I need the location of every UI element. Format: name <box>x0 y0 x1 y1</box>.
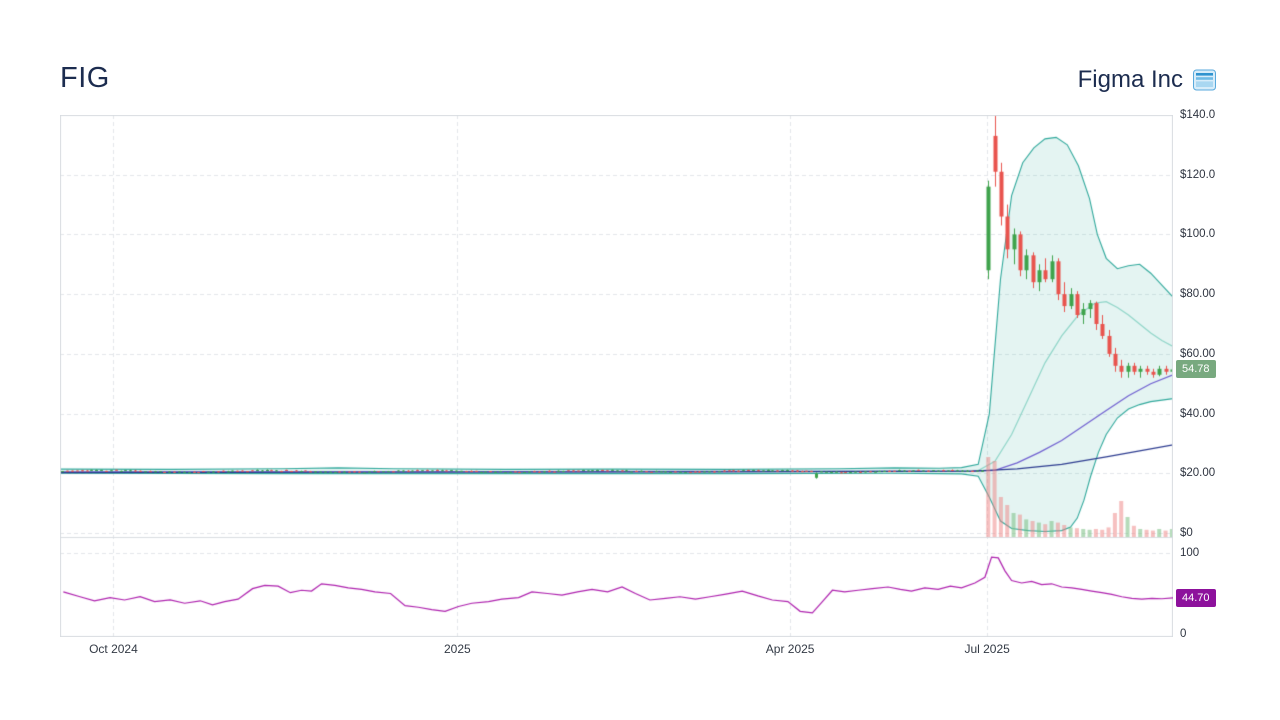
ticker-symbol: FIG <box>60 62 110 94</box>
price-tick-label: $60.00 <box>1180 347 1216 360</box>
price-tick-label: $120.0 <box>1180 168 1216 181</box>
chart-area: 54.78 44.70 $140.0 $120.0 $100.0 $80.00 $60.… <box>60 109 1280 660</box>
price-tick-label: $100.0 <box>1180 228 1216 241</box>
price-tick-label: $140.0 <box>1180 109 1216 121</box>
price-tick-label: $40.00 <box>1180 407 1216 420</box>
chart-canvas[interactable] <box>60 115 1173 637</box>
company-header: Figma Inc <box>1078 66 1216 94</box>
rsi-value-badge: 44.70 <box>1176 588 1216 607</box>
date-tick-label: Oct 2024 <box>89 642 138 656</box>
last-price-badge: 54.78 <box>1176 360 1216 379</box>
rsi-tick-label: 0 <box>1180 628 1187 640</box>
price-tick-label: $80.00 <box>1180 288 1216 301</box>
price-tick-label: $0 <box>1180 527 1193 539</box>
rsi-tick-label: 100 <box>1180 547 1200 559</box>
window-icon <box>1193 69 1216 91</box>
company-name: Figma Inc <box>1077 66 1183 93</box>
date-tick-label: Jul 2025 <box>964 642 1010 656</box>
price-tick-label: $20.00 <box>1180 467 1216 480</box>
date-tick-label: 2025 <box>443 642 471 656</box>
date-tick-label: Apr 2025 <box>765 642 815 656</box>
